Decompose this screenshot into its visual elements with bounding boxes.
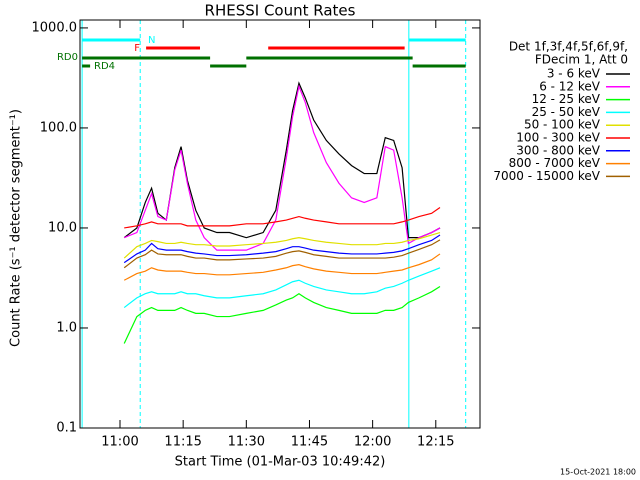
series-line — [123, 253, 441, 281]
legend-label: 6 - 12 keV — [539, 79, 601, 93]
legend-label: 12 - 25 keV — [532, 92, 601, 106]
legend-label: 7000 - 15000 keV — [493, 169, 600, 183]
legend-label: 25 - 50 keV — [532, 105, 601, 119]
y-tick-label: 1000.0 — [32, 20, 78, 35]
series-line — [123, 285, 441, 344]
series-line — [123, 239, 441, 269]
legend-label: 800 - 7000 keV — [509, 156, 601, 170]
y-axis-label: Count Rate (s⁻¹ detector segment⁻¹) — [9, 109, 24, 347]
flag-label: RD0 — [57, 52, 78, 63]
flag-label: F — [134, 43, 140, 54]
series-line — [123, 234, 441, 264]
x-tick-label: 11:15 — [164, 435, 201, 450]
legend-header: Det 1f,3f,4f,5f,6f,9f, — [509, 40, 628, 54]
x-axis-label: Start Time (01-Mar-03 10:49:42) — [175, 455, 386, 470]
flag-label: RD4 — [94, 61, 115, 72]
flag-label: N — [148, 35, 155, 46]
legend-label: 50 - 100 keV — [524, 118, 601, 132]
x-tick-label: 12:15 — [417, 435, 454, 450]
x-tick-label: 11:45 — [291, 435, 328, 450]
plot-frame — [79, 19, 481, 429]
chart-title: RHESSI Count Rates — [205, 2, 356, 20]
x-tick-label: 11:00 — [101, 435, 138, 450]
series-line — [123, 231, 441, 259]
y-tick-label: 10.0 — [48, 220, 77, 235]
legend-label: 3 - 6 keV — [547, 67, 601, 81]
x-tick-label: 12:00 — [354, 435, 391, 450]
legend-label: 100 - 300 keV — [516, 131, 600, 145]
series-line — [123, 84, 441, 251]
x-tick-label: 11:30 — [228, 435, 265, 450]
series-line — [123, 267, 441, 309]
legend-header: FDecim 1, Att 0 — [535, 53, 628, 67]
y-tick-label: 0.1 — [56, 421, 77, 436]
y-tick-label: 100.0 — [40, 120, 77, 135]
timestamp: 15-Oct-2021 18:00 — [560, 468, 636, 477]
y-tick-label: 1.0 — [56, 320, 77, 335]
series-line — [123, 81, 441, 239]
series-line — [124, 207, 441, 229]
legend-label: 300 - 800 keV — [516, 143, 600, 157]
